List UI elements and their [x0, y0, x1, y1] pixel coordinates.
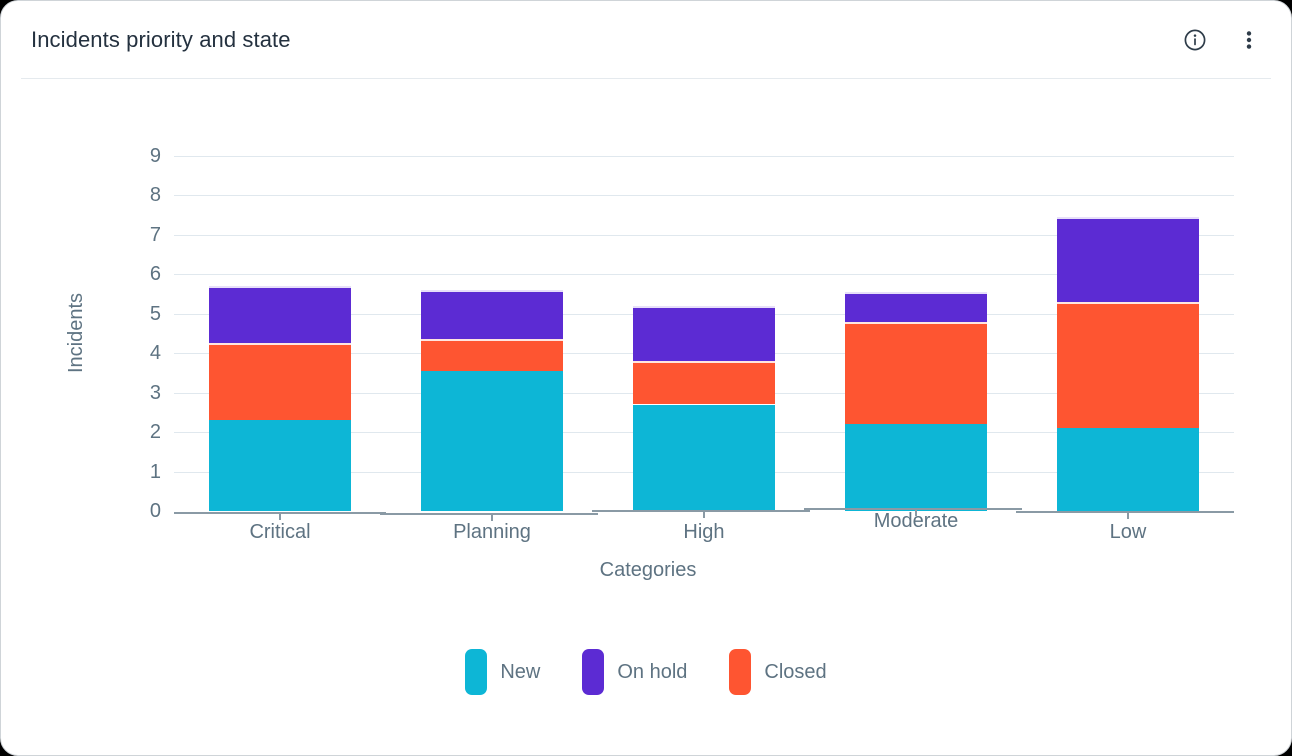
legend-swatch	[729, 649, 752, 695]
y-tick-label: 8	[149, 184, 161, 207]
plot-area: 0 1 2 3 4 5 6 7 8 9 Critical Planning High Moderate Lo…	[1, 79, 1291, 755]
y-tick-label: 4	[149, 342, 161, 365]
legend-item-on-hold[interactable]: On hold	[582, 649, 687, 695]
bar-segment-moderate-on-hold[interactable]	[845, 292, 987, 322]
bar-segment-moderate-new[interactable]	[845, 424, 987, 511]
gridline-y9	[174, 156, 1234, 157]
y-tick-label: 6	[149, 263, 161, 286]
bar-segment-planning-closed[interactable]	[421, 339, 563, 371]
x-category-label-moderate: Moderate	[873, 510, 959, 532]
y-tick-label: 5	[149, 302, 161, 325]
x-axis-tick	[279, 514, 281, 520]
x-category-label-high: High	[683, 521, 725, 543]
y-tick-label: 9	[149, 145, 161, 167]
x-axis-tick	[1127, 513, 1129, 519]
kebab-menu-icon	[1237, 28, 1261, 52]
info-button[interactable]	[1177, 22, 1213, 58]
page-title: Incidents priority and state	[31, 26, 291, 52]
x-axis-line-segment	[1016, 511, 1234, 513]
y-tick-label: 2	[149, 421, 161, 444]
legend-swatch	[465, 649, 488, 695]
legend-label: New	[500, 660, 541, 683]
y-tick-label: 7	[149, 223, 161, 246]
legend-swatch	[582, 649, 605, 695]
x-category-label-low: Low	[1109, 521, 1147, 543]
x-category-label-planning: Planning	[453, 521, 531, 543]
x-axis-line-segment	[804, 508, 1022, 510]
gridline-y6	[174, 274, 1234, 276]
card-header: Incidents priority and state	[1, 1, 1291, 78]
x-axis-tick	[491, 515, 493, 521]
chart-legend: New On hold Closed	[1, 649, 1291, 695]
bar-segment-planning-new[interactable]	[421, 370, 563, 511]
bar-segment-low-closed[interactable]	[1057, 301, 1199, 429]
x-category-label-critical: Critical	[249, 521, 311, 543]
bar-segment-critical-on-hold[interactable]	[209, 286, 351, 344]
gridline-y8	[174, 195, 1234, 197]
bar-segment-critical-closed[interactable]	[209, 343, 351, 421]
legend-label: On hold	[617, 660, 688, 683]
x-axis-tick	[703, 512, 705, 518]
bar-segment-high-new[interactable]	[633, 404, 775, 511]
legend-item-closed[interactable]: Closed	[729, 649, 827, 695]
y-tick-label: 1	[149, 460, 161, 483]
bar-segment-moderate-closed[interactable]	[845, 321, 987, 425]
bar-segment-critical-new[interactable]	[209, 420, 351, 511]
x-axis-line-segment	[174, 512, 386, 514]
y-tick-label: 3	[149, 381, 161, 404]
x-axis-line-segment	[592, 510, 810, 512]
x-axis-line-segment	[380, 513, 598, 515]
stacked-bar-chart: Incidents 0 1 2 3 4 5 6 7 8 9 Critical Planning High…	[1, 79, 1291, 755]
gridline-y7	[174, 234, 1234, 236]
x-axis-title: Categories	[599, 559, 697, 581]
x-axis-tick	[915, 510, 917, 516]
legend-label: Closed	[764, 660, 827, 683]
kebab-menu-button[interactable]	[1231, 22, 1267, 58]
info-icon	[1183, 28, 1207, 52]
header-actions	[1177, 22, 1267, 58]
header-divider	[21, 78, 1271, 79]
bar-segment-planning-on-hold[interactable]	[421, 290, 563, 340]
bar-segment-low-new[interactable]	[1057, 428, 1199, 511]
bar-segment-low-on-hold[interactable]	[1057, 217, 1199, 302]
legend-item-new[interactable]: New	[465, 649, 540, 695]
bar-segment-high-on-hold[interactable]	[633, 305, 775, 362]
bar-segment-high-closed[interactable]	[633, 361, 775, 405]
y-tick-label: 0	[149, 500, 161, 522]
